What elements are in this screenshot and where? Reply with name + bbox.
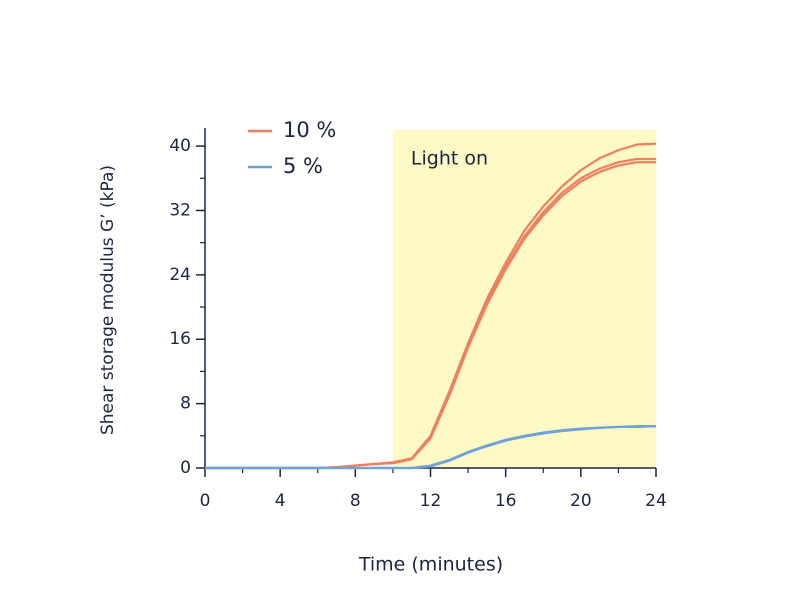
light-on-label: Light on <box>411 148 488 170</box>
x-tick-label: 20 <box>570 491 592 511</box>
x-tick-label: 24 <box>645 491 667 511</box>
y-tick-label: 16 <box>169 329 191 349</box>
y-tick-label: 32 <box>169 200 191 220</box>
x-tick-label: 12 <box>420 491 442 511</box>
x-tick-label: 16 <box>495 491 517 511</box>
y-axis-label: Shear storage modulus G’ (kPa) <box>98 165 118 435</box>
y-tick-label: 40 <box>169 136 191 156</box>
x-tick-label: 0 <box>200 491 211 511</box>
series-line <box>205 425 657 470</box>
y-tick-label: 24 <box>169 265 191 285</box>
x-tick-label: 8 <box>350 491 361 511</box>
x-tick-label: 4 <box>275 491 286 511</box>
light-on-region <box>392 130 656 468</box>
legend-label: 5 % <box>283 154 323 178</box>
legend-label: 10 % <box>283 118 336 142</box>
x-axis-label: Time (minutes) <box>358 554 503 576</box>
y-tick-label: 0 <box>180 458 191 478</box>
y-tick-label: 8 <box>180 394 191 414</box>
